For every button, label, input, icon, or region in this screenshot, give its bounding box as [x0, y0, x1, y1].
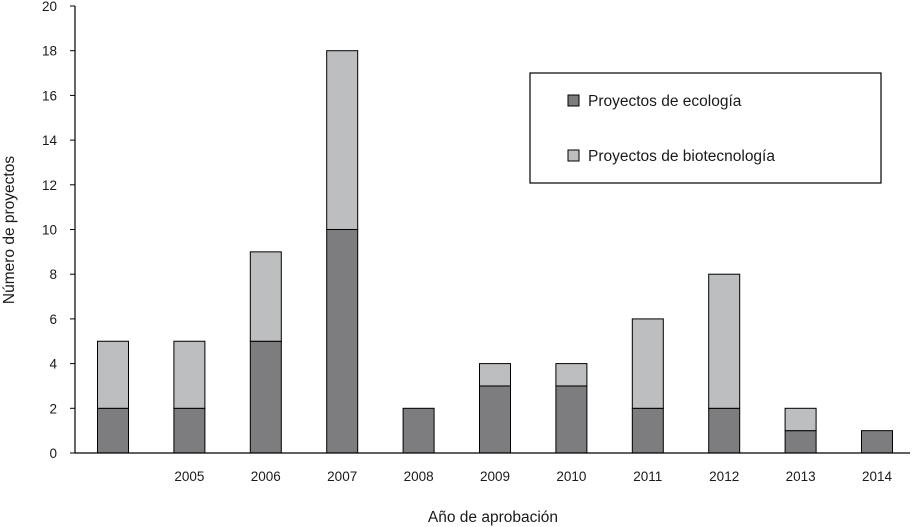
y-tick-label: 8	[49, 267, 57, 282]
y-tick-label: 10	[42, 223, 57, 238]
x-tick-label: 2012	[709, 469, 739, 484]
legend-label-ecologia: Proyectos de ecología	[588, 93, 742, 110]
y-tick-label: 18	[42, 44, 57, 59]
bar-segment-ecologia	[631, 407, 664, 454]
x-axis-title: Año de aprobación	[428, 509, 558, 526]
bar-segment-biotecnologia	[326, 50, 359, 231]
bar-segment-biotecnologia	[784, 407, 817, 432]
x-tick-label: 2008	[404, 469, 434, 484]
bar-segment-biotecnologia	[555, 363, 588, 387]
y-tick-label: 0	[49, 446, 57, 461]
legend-label-biotecnologia: Proyectos de biotecnología	[588, 148, 775, 165]
x-tick-label: 2006	[251, 469, 281, 484]
bars-group	[97, 50, 893, 454]
y-tick-label: 2	[49, 401, 57, 416]
bar-segment-biotecnologia	[173, 340, 206, 409]
x-tick-label: 2010	[556, 469, 586, 484]
y-axis-title: Número de proyectos	[1, 156, 18, 304]
bar-segment-ecologia	[861, 430, 893, 454]
bar-segment-biotecnologia	[97, 340, 129, 409]
legend-swatch-ecologia	[567, 94, 580, 107]
bar-segment-biotecnologia	[249, 251, 282, 342]
x-ticks-group: 2005 2006 2007 2008 2009 2010 2011 2012 2013 2014	[174, 469, 892, 484]
bar-segment-ecologia	[402, 407, 435, 454]
bar-segment-biotecnologia	[631, 318, 664, 409]
x-tick-label: 2013	[786, 469, 816, 484]
legend: Proyectos de ecología Proyectos de biote…	[529, 72, 882, 184]
bar-segment-ecologia	[326, 229, 359, 454]
y-tick-label: 14	[42, 133, 58, 148]
y-ticks-group: 0 2 4 6 8 10 12 14 16 18 20	[42, 0, 75, 461]
y-tick-label: 12	[42, 178, 57, 193]
bar-segment-ecologia	[173, 407, 206, 454]
bar-segment-ecologia	[555, 385, 588, 454]
bar-segment-biotecnologia	[479, 363, 511, 387]
y-tick-label: 20	[42, 0, 57, 14]
bar-segment-ecologia	[784, 430, 817, 454]
legend-box	[529, 72, 882, 184]
bar-segment-ecologia	[249, 340, 282, 454]
legend-swatch-biotecnologia	[567, 149, 580, 162]
bar-segment-biotecnologia	[708, 273, 741, 409]
bar-segment-ecologia	[479, 385, 511, 454]
x-tick-label: 2007	[327, 469, 357, 484]
x-tick-label: 2014	[862, 469, 893, 484]
y-tick-label: 6	[49, 312, 57, 327]
y-tick-label: 4	[49, 357, 57, 372]
bar-segment-ecologia	[97, 407, 129, 454]
bar-segment-ecologia	[708, 407, 741, 454]
y-tick-label: 16	[42, 88, 57, 103]
x-tick-label: 2011	[633, 469, 662, 484]
x-tick-label: 2009	[480, 469, 510, 484]
x-tick-label: 2005	[174, 469, 204, 484]
